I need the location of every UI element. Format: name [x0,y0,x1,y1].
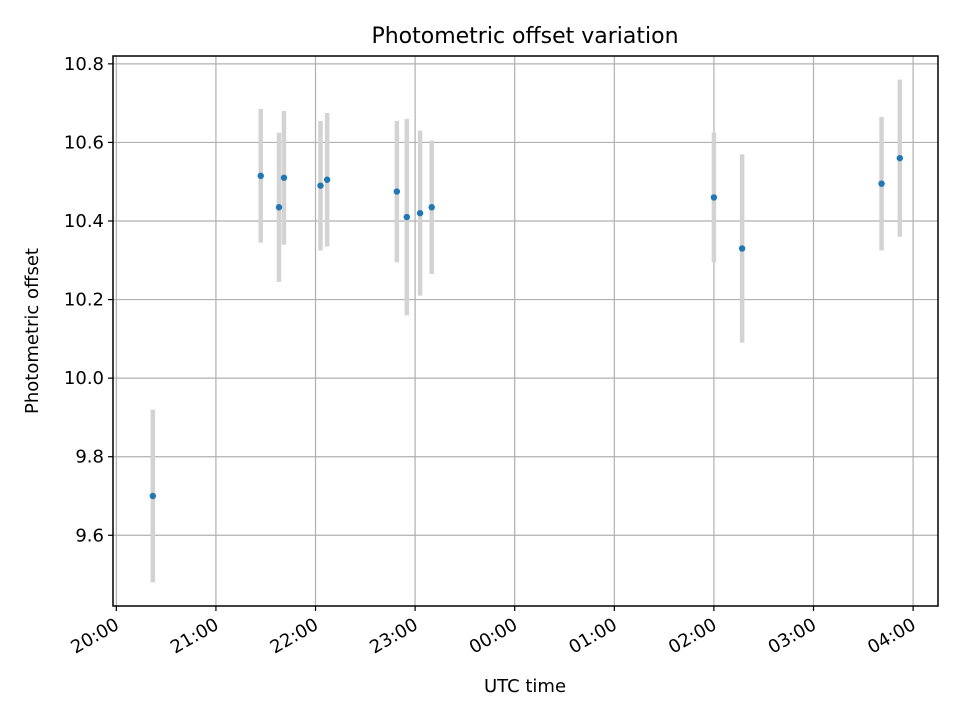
x-tick-label: 04:00 [864,614,919,658]
data-point [896,154,904,162]
data-point [257,172,264,180]
y-tick-label: 10.0 [64,368,104,389]
data-point [710,194,718,201]
data-point [878,180,885,187]
x-tick-label: 23:00 [366,614,421,658]
data-point [323,176,331,183]
y-tick-label: 10.6 [64,132,104,153]
data-point [428,204,435,211]
grid [113,56,938,606]
x-tick-label: 02:00 [665,614,720,658]
x-tick-label: 03:00 [765,614,820,658]
x-tick-label: 00:00 [466,614,521,658]
data-point [149,492,157,500]
y-axis-label: Photometric offset [22,248,43,414]
axis-ticks: 20:00 21:00 22:00 23:00 00:00 01:00 02:00 03:00… [64,54,920,658]
x-tick-label: 20:00 [67,614,122,658]
data-points [149,154,904,500]
errorbars [150,79,903,583]
chart-title: Photometric offset variation [371,24,678,49]
x-tick-label: 01:00 [565,614,620,658]
y-tick-label: 10.2 [64,290,104,311]
y-tick-label: 9.6 [75,525,104,546]
x-tick-label: 22:00 [267,614,322,658]
data-point [280,174,288,181]
data-point [416,209,424,217]
plot-frame [112,55,939,607]
data-point [403,213,411,221]
y-tick-label: 10.4 [64,211,104,232]
x-tick-label: 21:00 [167,614,222,658]
data-point [317,182,324,189]
x-axis-label: UTC time [484,676,566,697]
data-point [738,245,746,252]
y-tick-label: 10.8 [64,54,104,75]
data-point [275,204,283,211]
y-tick-label: 9.8 [75,447,104,468]
data-point [393,188,401,195]
